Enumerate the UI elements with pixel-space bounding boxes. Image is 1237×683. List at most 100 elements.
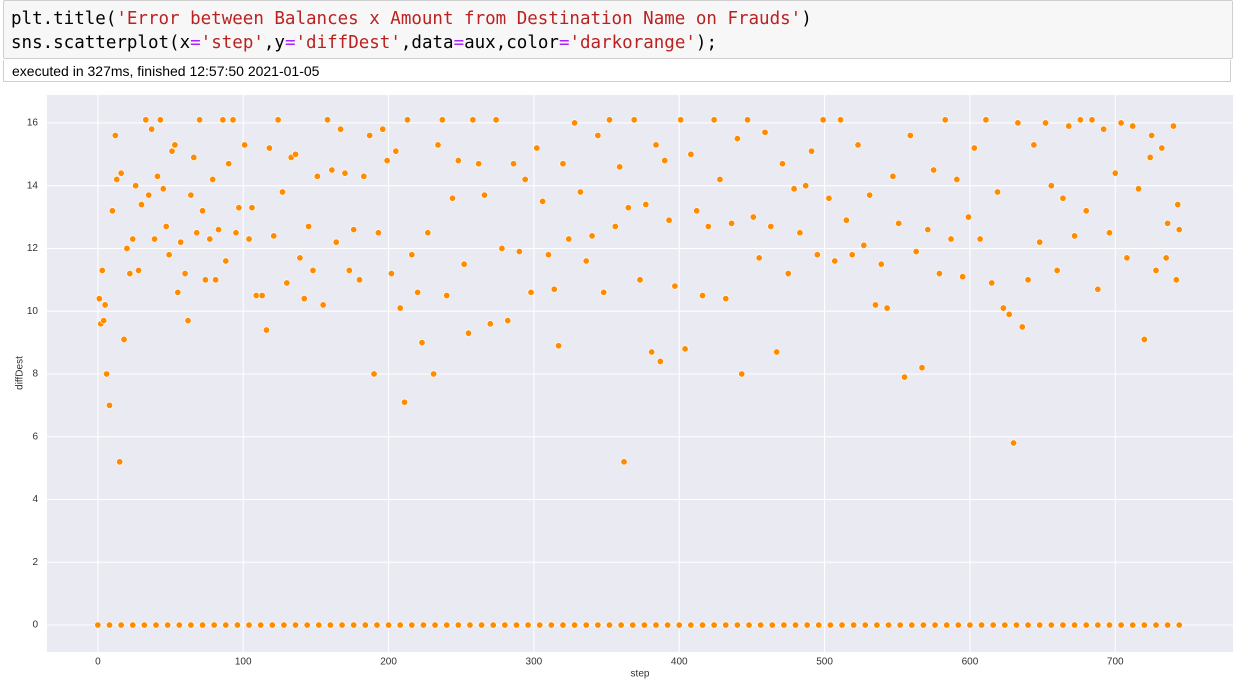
point bbox=[1082, 207, 1090, 215]
point bbox=[565, 235, 573, 243]
point bbox=[1117, 621, 1125, 629]
point bbox=[1047, 182, 1055, 190]
point bbox=[175, 621, 183, 629]
point bbox=[1001, 621, 1009, 629]
point bbox=[1053, 266, 1061, 274]
point bbox=[1036, 238, 1044, 246]
point bbox=[728, 219, 736, 227]
point bbox=[831, 257, 839, 265]
code-token: ); bbox=[695, 33, 717, 53]
point bbox=[524, 621, 532, 629]
point bbox=[539, 197, 547, 205]
point bbox=[1088, 116, 1096, 124]
point bbox=[1059, 621, 1067, 629]
point bbox=[360, 172, 368, 180]
point bbox=[153, 172, 161, 180]
point bbox=[262, 326, 270, 334]
point bbox=[559, 160, 567, 168]
point bbox=[292, 621, 300, 629]
point bbox=[120, 335, 128, 343]
point bbox=[803, 621, 811, 629]
point bbox=[767, 222, 775, 230]
code-token: ,y bbox=[263, 33, 285, 53]
point bbox=[687, 150, 695, 158]
code-token: = bbox=[190, 33, 201, 53]
point bbox=[315, 621, 323, 629]
point bbox=[345, 266, 353, 274]
point bbox=[168, 147, 176, 155]
point bbox=[252, 292, 260, 300]
point bbox=[292, 150, 300, 158]
point bbox=[656, 357, 664, 365]
point bbox=[257, 621, 265, 629]
point bbox=[235, 204, 243, 212]
point bbox=[430, 370, 438, 378]
point bbox=[588, 232, 596, 240]
point bbox=[617, 621, 625, 629]
point bbox=[177, 238, 185, 246]
point bbox=[305, 222, 313, 230]
point bbox=[550, 285, 558, 293]
point bbox=[324, 116, 332, 124]
point bbox=[1014, 119, 1022, 127]
point bbox=[1152, 266, 1160, 274]
point bbox=[1047, 621, 1055, 629]
point bbox=[187, 191, 195, 199]
point bbox=[547, 621, 555, 629]
point bbox=[1152, 621, 1160, 629]
y-tick-label: 12 bbox=[27, 243, 39, 254]
point bbox=[225, 160, 233, 168]
point bbox=[268, 621, 276, 629]
point bbox=[387, 270, 395, 278]
point bbox=[419, 621, 427, 629]
point bbox=[1071, 621, 1079, 629]
y-tick-label: 0 bbox=[32, 620, 38, 631]
point bbox=[501, 621, 509, 629]
point bbox=[710, 116, 718, 124]
point bbox=[1010, 439, 1018, 447]
point bbox=[738, 370, 746, 378]
point bbox=[600, 288, 608, 296]
point bbox=[722, 621, 730, 629]
point bbox=[129, 235, 137, 243]
point bbox=[283, 279, 291, 287]
x-tick-label: 200 bbox=[380, 657, 397, 668]
point bbox=[1117, 119, 1125, 127]
point bbox=[129, 621, 137, 629]
point bbox=[219, 116, 227, 124]
point bbox=[193, 229, 201, 237]
point bbox=[174, 288, 182, 296]
point bbox=[1175, 226, 1183, 234]
point bbox=[337, 125, 345, 133]
point bbox=[1030, 141, 1038, 149]
x-tick-label: 100 bbox=[235, 657, 252, 668]
point bbox=[165, 251, 173, 259]
point bbox=[152, 621, 160, 629]
point bbox=[908, 621, 916, 629]
point bbox=[826, 621, 834, 629]
point bbox=[790, 185, 798, 193]
point bbox=[454, 157, 462, 165]
point bbox=[341, 169, 349, 177]
point bbox=[716, 175, 724, 183]
y-tick-label: 14 bbox=[27, 180, 39, 191]
point bbox=[151, 235, 159, 243]
x-tick-label: 600 bbox=[962, 657, 979, 668]
point bbox=[187, 621, 195, 629]
code-token: aux,color bbox=[464, 33, 559, 53]
point bbox=[906, 131, 914, 139]
point bbox=[196, 116, 204, 124]
point bbox=[616, 163, 624, 171]
point bbox=[761, 128, 769, 136]
point bbox=[350, 621, 358, 629]
point bbox=[698, 292, 706, 300]
point bbox=[768, 621, 776, 629]
point bbox=[825, 194, 833, 202]
execution-info: executed in 327ms, finished 12:57:50 202… bbox=[3, 60, 1231, 82]
point bbox=[233, 621, 241, 629]
point bbox=[241, 141, 249, 149]
point bbox=[443, 621, 451, 629]
point bbox=[808, 147, 816, 155]
x-tick-label: 0 bbox=[95, 657, 101, 668]
